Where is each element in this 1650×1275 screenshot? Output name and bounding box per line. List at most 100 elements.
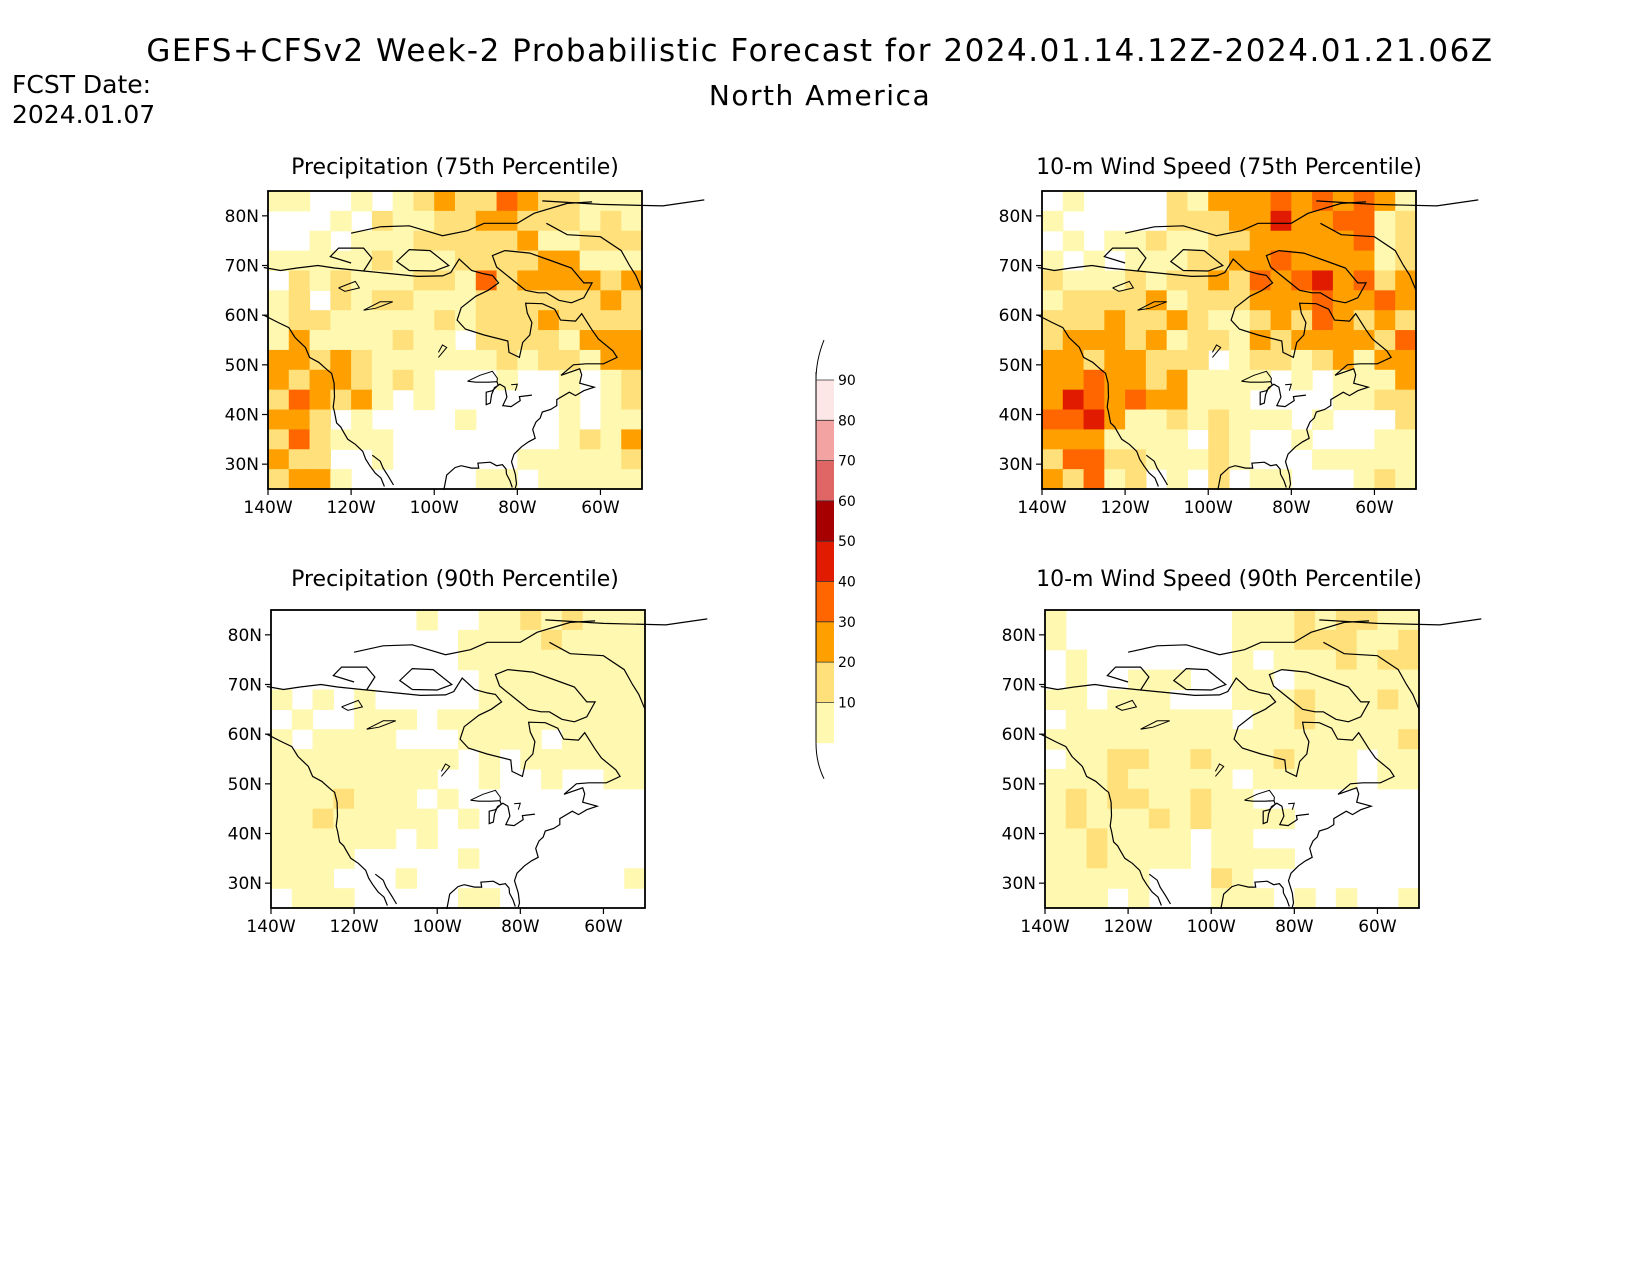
contour-cell <box>1374 250 1396 272</box>
contour-cell <box>333 828 355 849</box>
contour-cell <box>1166 250 1189 272</box>
contour-cell <box>1270 210 1292 232</box>
contour-cell <box>603 689 625 710</box>
coastline <box>549 641 646 710</box>
contour-cell <box>541 768 563 790</box>
contour-cell <box>600 270 622 291</box>
contour-cell <box>1083 449 1105 470</box>
map-title: Precipitation (75th Percentile) <box>291 155 619 180</box>
contour-cell <box>582 709 605 730</box>
contour-cell <box>437 709 459 730</box>
contour-cell <box>1270 349 1292 371</box>
contour-cell <box>268 449 290 470</box>
contour-cell <box>1166 290 1189 311</box>
lon-tick-label: 100W <box>1184 498 1233 518</box>
contour-cell <box>312 788 334 810</box>
coastline <box>1323 641 1420 710</box>
contour-cell <box>1335 610 1358 631</box>
contour-cell <box>478 749 501 770</box>
contour-cell <box>1086 848 1108 869</box>
contour-cell <box>603 629 625 651</box>
contour-cell <box>455 250 477 272</box>
contour-cell <box>1128 669 1150 691</box>
contour-cell <box>333 808 355 830</box>
contour-cell <box>437 788 459 810</box>
coastline <box>395 248 451 272</box>
contour-cell <box>1042 210 1064 232</box>
contour-cell <box>1042 270 1064 291</box>
contour-cell <box>1332 449 1355 470</box>
contour-cell <box>413 250 435 272</box>
contour-cell <box>288 191 311 212</box>
contour-cell <box>475 230 498 252</box>
contour-cell <box>1083 409 1105 430</box>
contour-cell <box>1294 709 1316 730</box>
contour-cell <box>1083 349 1105 371</box>
contour-cell <box>1062 191 1085 212</box>
contour-cell <box>558 210 581 232</box>
contour-cell <box>1125 330 1147 351</box>
coastline <box>443 461 513 491</box>
contour-cell <box>600 230 622 252</box>
contour-cell <box>1315 669 1337 691</box>
contour-cell <box>1045 868 1067 889</box>
contour-cell <box>288 369 311 391</box>
contour-cell <box>1166 270 1189 291</box>
contour-cell <box>271 689 293 710</box>
contour-cell <box>538 330 560 351</box>
contour-cell <box>582 749 605 770</box>
contour-cell <box>1086 828 1108 849</box>
contour-cell <box>621 191 643 212</box>
contour-cell <box>1335 709 1358 730</box>
colorbar-swatch <box>816 621 834 663</box>
contour-cell <box>1065 669 1088 691</box>
contour-cell <box>1249 310 1272 331</box>
contour-cell <box>416 768 438 790</box>
contour-cell <box>496 469 518 490</box>
contour-cell <box>1229 270 1251 291</box>
contour-cell <box>312 868 334 889</box>
contour-cell <box>1377 629 1399 651</box>
contour-cell <box>1294 689 1316 710</box>
contour-cell <box>1356 689 1379 710</box>
contour-cell <box>1294 610 1316 631</box>
contour-cell <box>624 629 646 651</box>
contour-cell <box>520 729 542 750</box>
contour-cell <box>309 369 331 391</box>
contour-cell <box>271 788 293 810</box>
contour-cell <box>603 610 625 631</box>
contour-cell <box>1294 729 1316 750</box>
contour-cell <box>1104 429 1126 450</box>
contour-cell <box>1353 290 1376 311</box>
contour-cell <box>392 290 415 311</box>
contour-cell <box>1232 689 1254 710</box>
contour-cell <box>1353 469 1376 490</box>
contour-cell <box>600 330 622 351</box>
contour-cell <box>1104 449 1126 470</box>
contour-cell <box>1398 709 1420 730</box>
contour-cell <box>1395 330 1417 351</box>
lon-tick-label: 80W <box>498 498 537 518</box>
contour-cell <box>1187 310 1209 331</box>
lat-tick-label: 80N <box>1002 626 1036 646</box>
contour-cell <box>330 270 352 291</box>
contour-cell <box>582 669 605 691</box>
contour-cell <box>1377 729 1399 750</box>
contour-cell <box>1332 290 1355 311</box>
contour-cell <box>1104 230 1126 252</box>
main-title: GEFS+CFSv2 Week-2 Probabilistic Forecast… <box>146 33 1493 69</box>
contour-cell <box>1125 389 1147 411</box>
contour-cell <box>561 689 584 710</box>
colorbar-bottom-cap <box>815 742 825 779</box>
contour-cell <box>1208 290 1230 311</box>
contour-cell <box>624 649 646 671</box>
contour-cell <box>288 250 311 272</box>
contour-cell <box>1104 469 1126 490</box>
contour-cell <box>1104 290 1126 311</box>
contour-cell <box>288 469 311 490</box>
contour-cell <box>1145 250 1168 272</box>
colorbar-label: 30 <box>838 615 856 631</box>
contour-cell <box>1169 749 1192 770</box>
contour-cell <box>1395 290 1417 311</box>
contour-cell <box>392 310 415 331</box>
